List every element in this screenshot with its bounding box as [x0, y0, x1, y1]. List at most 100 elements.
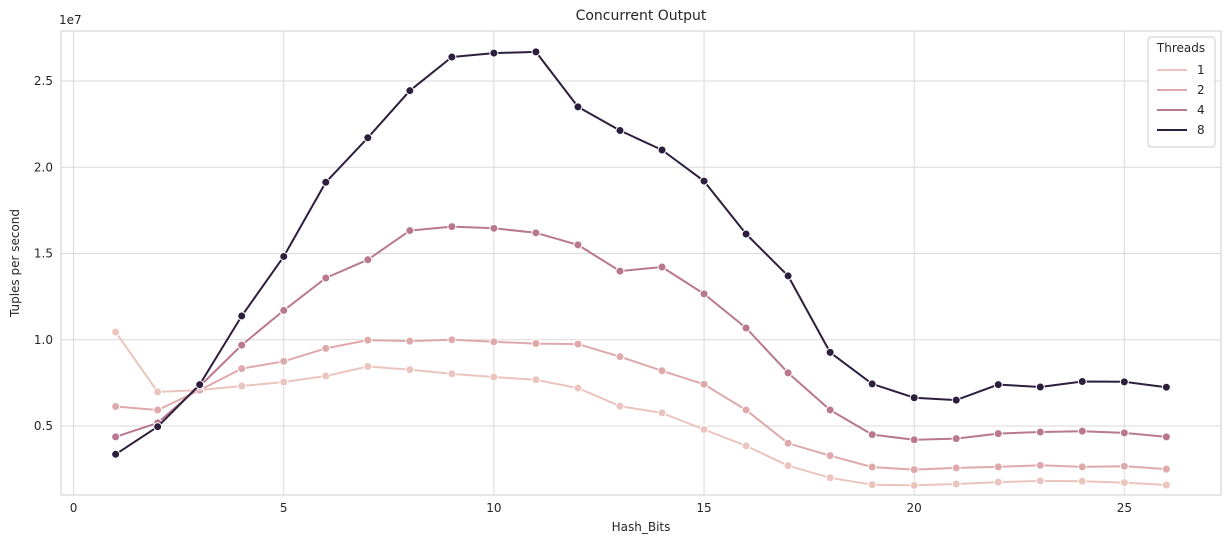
- data-point: [867, 462, 877, 472]
- data-point: [741, 405, 751, 415]
- data-point: [993, 477, 1003, 487]
- data-point: [1161, 432, 1171, 442]
- data-point: [279, 377, 289, 387]
- data-point: [279, 356, 289, 366]
- data-point: [825, 347, 835, 357]
- series-line-4: [115, 225, 1167, 441]
- series-8: [111, 47, 1171, 459]
- data-point: [405, 336, 415, 346]
- data-point: [321, 177, 331, 187]
- x-tick-label: 10: [486, 501, 501, 515]
- legend-item-1: 1: [1157, 63, 1205, 77]
- legend-label: 1: [1197, 63, 1205, 77]
- data-point: [153, 387, 163, 397]
- data-point: [111, 432, 121, 442]
- chart-title: Concurrent Output: [576, 8, 707, 24]
- data-point: [1161, 480, 1171, 490]
- y-tick-label: 2.5: [34, 74, 53, 88]
- data-point: [489, 372, 499, 382]
- data-point: [1035, 382, 1045, 392]
- data-point: [699, 379, 709, 389]
- data-point: [363, 255, 373, 265]
- series-line-2: [115, 338, 1167, 471]
- data-point: [573, 383, 583, 393]
- data-point: [783, 368, 793, 378]
- series-2: [111, 335, 1171, 475]
- data-point: [237, 364, 247, 374]
- data-point: [1035, 427, 1045, 437]
- data-point: [657, 366, 667, 376]
- y-tick-label: 1.0: [34, 333, 53, 347]
- x-tick-label: 25: [1117, 501, 1132, 515]
- y-axis-label: Tuples per second: [8, 209, 22, 318]
- data-point: [741, 229, 751, 239]
- legend-frame: [1147, 36, 1216, 148]
- data-point: [363, 335, 373, 345]
- legend-item-4: 4: [1157, 103, 1205, 117]
- data-point: [951, 463, 961, 473]
- data-point: [489, 223, 499, 233]
- data-point: [699, 424, 709, 434]
- data-point: [447, 52, 457, 62]
- data-point: [699, 289, 709, 299]
- series-lines: [111, 47, 1171, 490]
- legend-label: 8: [1197, 123, 1205, 137]
- data-point: [1035, 476, 1045, 486]
- data-point: [573, 339, 583, 349]
- data-point: [825, 405, 835, 415]
- data-point: [909, 435, 919, 445]
- data-point: [867, 379, 877, 389]
- data-point: [447, 335, 457, 345]
- data-point: [405, 86, 415, 96]
- data-point: [321, 273, 331, 283]
- data-point: [1119, 377, 1129, 387]
- data-point: [1035, 460, 1045, 470]
- x-tick-labels: 0 5 10 15 20 25: [70, 501, 1132, 515]
- legend: Threads 1 2 4 8: [1147, 36, 1216, 148]
- data-point: [447, 222, 457, 232]
- data-point: [363, 361, 373, 371]
- data-point: [1077, 426, 1087, 436]
- data-point: [951, 434, 961, 444]
- data-point: [657, 408, 667, 418]
- data-point: [1119, 478, 1129, 488]
- data-point: [783, 271, 793, 281]
- data-point: [993, 429, 1003, 439]
- data-point: [447, 369, 457, 379]
- data-point: [237, 340, 247, 350]
- data-point: [615, 126, 625, 136]
- x-axis-label: Hash_Bits: [612, 520, 671, 534]
- legend-item-2: 2: [1157, 83, 1205, 97]
- x-tick-label: 5: [280, 501, 288, 515]
- data-point: [237, 311, 247, 321]
- data-point: [783, 438, 793, 448]
- grid-lines: [61, 31, 1221, 495]
- data-point: [531, 339, 541, 349]
- y-offset-label: 1e7: [59, 13, 82, 27]
- data-point: [1119, 461, 1129, 471]
- legend-item-8: 8: [1157, 123, 1205, 137]
- data-point: [951, 395, 961, 405]
- data-point: [657, 145, 667, 155]
- data-point: [531, 375, 541, 385]
- data-point: [489, 337, 499, 347]
- data-point: [741, 441, 751, 451]
- data-point: [321, 343, 331, 353]
- data-point: [615, 266, 625, 276]
- data-point: [279, 305, 289, 315]
- data-point: [909, 465, 919, 475]
- y-tick-labels: 0.5 1.0 1.5 2.0 2.5: [34, 74, 53, 433]
- data-point: [783, 461, 793, 471]
- data-point: [993, 462, 1003, 472]
- data-point: [1077, 476, 1087, 486]
- data-point: [1161, 382, 1171, 392]
- data-point: [237, 381, 247, 391]
- series-1: [111, 327, 1171, 490]
- data-point: [1161, 464, 1171, 474]
- data-point: [363, 133, 373, 143]
- y-tick-label: 1.5: [34, 247, 53, 261]
- data-point: [867, 430, 877, 440]
- data-point: [615, 401, 625, 411]
- x-tick-label: 20: [907, 501, 922, 515]
